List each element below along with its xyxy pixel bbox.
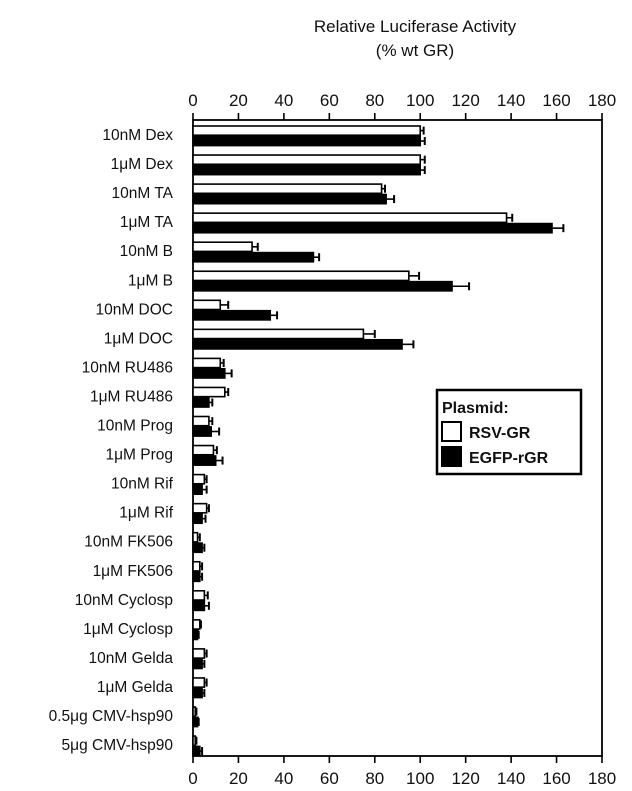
tick-label-bottom: 140 [497,769,525,788]
category-label: 1μM B [128,272,173,289]
bar-rsv-gr [192,473,206,485]
bar-egfp-rgr [192,571,201,583]
legend-label-rsv-gr: RSV-GR [469,425,531,442]
category-label: 10nM B [120,243,173,260]
category-label: 10nM Rif [111,476,174,493]
bar-egfp-rgr [192,280,453,292]
legend-swatch-egfp-rgr [441,446,462,467]
chart-title: Relative Luciferase Activity [314,17,517,36]
bar-rsv-gr [192,154,422,166]
bar-rsv-gr [192,735,197,747]
bar-egfp-rgr [192,484,203,495]
bar-egfp-rgr [192,193,387,205]
legend-title: Plasmid: [442,400,509,417]
tick-label-top: 180 [588,91,616,110]
bar-egfp-rgr [192,455,217,466]
category-label: 1μM Prog [105,447,173,464]
tick-label-top: 40 [274,91,293,110]
tick-label-top: 100 [406,91,434,110]
category-label: 1μM TA [120,214,174,231]
bar-rsv-gr [192,357,222,369]
category-label: 10nM Cyclosp [75,592,173,609]
bar-rsv-gr [192,531,199,543]
tick-label-top: 120 [451,91,479,110]
bar-rsv-gr [192,125,422,136]
axis-ticks: 0 0 20 20 40 40 60 60 80 80 100 100 120 120 140 140 160 1… [188,91,616,788]
bar-rsv-gr [192,241,253,253]
bar-egfp-rgr [192,658,203,670]
tick-label-top: 0 [188,91,197,110]
legend-swatch-rsv-gr [441,421,462,442]
tick-label-bottom: 100 [406,769,434,788]
category-labels: 10nM Dex 1μM Dex 10nM TA 1μM TA 10nM B 1μM B 1… [49,127,199,754]
category-label: 10nM FK506 [84,534,173,551]
category-label: 1μM DOC [104,330,173,347]
tick-label-top: 80 [365,91,384,110]
bar-rsv-gr [192,328,365,340]
bar-rsv-gr [192,677,206,688]
category-label: 1μM FK506 [93,563,173,580]
bar-egfp-rgr [192,251,315,263]
category-label: 1μM Cyclosp [83,621,173,638]
bar-egfp-rgr [192,222,553,234]
bar-rsv-gr [192,415,210,427]
bar-rsv-gr [192,560,201,572]
bar-rsv-gr [192,212,508,224]
bar-egfp-rgr [192,164,422,176]
bar-egfp-rgr [192,397,210,408]
tick-label-top: 60 [320,91,339,110]
category-label: 10nM DOC [95,301,173,318]
bar-rsv-gr [192,706,197,717]
category-label: 5μg CMV-hsp90 [62,737,174,754]
category-label: 1μM RU486 [90,388,173,405]
bars [192,125,565,757]
category-label: 1μM Dex [111,156,174,173]
bar-egfp-rgr [192,426,212,437]
bar-egfp-rgr [192,629,199,641]
bar-rsv-gr [192,619,201,630]
category-label: 0.5μg CMV-hsp90 [49,708,174,725]
category-label: 10nM Dex [102,127,173,144]
bar-egfp-rgr [192,513,203,525]
tick-label-bottom: 40 [274,769,293,788]
category-label: 1μM Rif [119,505,173,522]
tick-label-bottom: 20 [229,769,248,788]
bar-egfp-rgr [192,745,201,757]
tick-label-top: 140 [497,91,525,110]
bar-egfp-rgr [192,338,403,350]
category-label: 10nM RU486 [82,359,173,376]
category-label: 1μM Gelda [97,679,174,696]
tick-label-bottom: 120 [451,769,479,788]
bar-rsv-gr [192,386,226,398]
tick-label-bottom: 60 [320,769,339,788]
bar-rsv-gr [192,299,222,311]
bar-rsv-gr [192,444,215,456]
chart-subtitle: (% wt GR) [376,41,454,60]
tick-label-bottom: 160 [542,769,570,788]
tick-label-bottom: 180 [588,769,616,788]
bar-egfp-rgr [192,716,199,728]
bar-rsv-gr [192,589,206,601]
bar-egfp-rgr [192,542,203,554]
category-label: 10nM Gelda [89,650,174,667]
bar-egfp-rgr [192,367,226,379]
tick-label-top: 160 [542,91,570,110]
plot-frame [192,119,603,757]
bar-rsv-gr [192,502,208,514]
legend-label-egfp-rgr: EGFP-rGR [469,450,549,467]
category-label: 10nM Prog [97,418,173,435]
bar-egfp-rgr [192,309,272,321]
bar-rsv-gr [192,270,410,282]
category-label: 10nM TA [112,185,174,202]
tick-label-bottom: 80 [365,769,384,788]
bar-egfp-rgr [192,600,206,612]
bar-rsv-gr [192,648,206,659]
legend: Plasmid: RSV-GR EGFP-rGR [435,388,583,476]
bar-egfp-rgr [192,135,422,147]
bar-rsv-gr [192,183,383,195]
tick-label-top: 20 [229,91,248,110]
bar-egfp-rgr [192,687,203,699]
tick-label-bottom: 0 [188,769,197,788]
